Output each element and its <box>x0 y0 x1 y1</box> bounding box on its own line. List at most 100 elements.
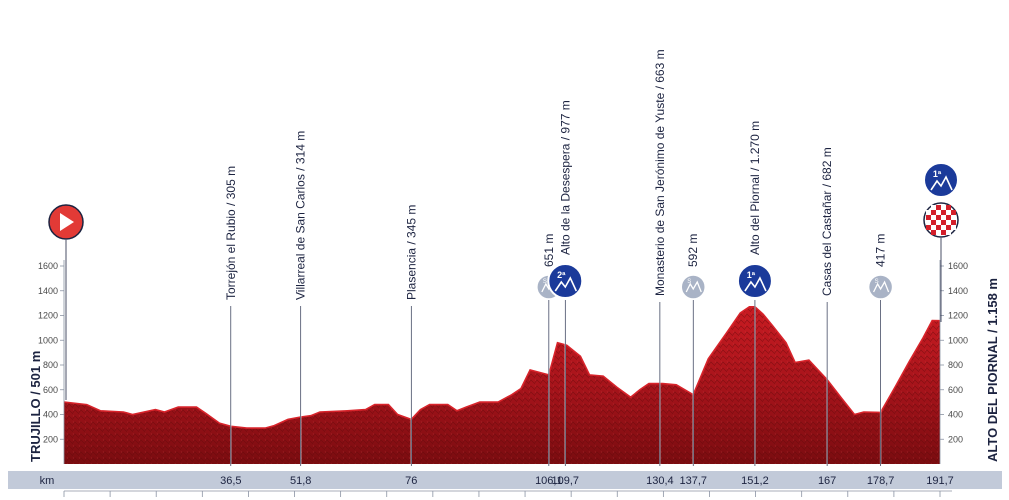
finish-mountain-icon <box>930 175 953 191</box>
checker-square <box>946 215 951 220</box>
checker-square <box>936 215 941 220</box>
checker-square <box>926 220 931 225</box>
profile-ridge-line <box>63 306 941 429</box>
finish-category-label: 1ª <box>933 169 942 179</box>
sprint-elevation-label: 417 m <box>874 234 888 267</box>
right-axis-tick-label: 200 <box>948 434 963 444</box>
km-tick-label: 76 <box>405 475 417 487</box>
km-axis-bar <box>8 471 1002 489</box>
km-tick-label: 130,4 <box>646 475 674 487</box>
waypoint-label: Monasterio de San Jerónimo de Yuste / 66… <box>653 49 667 296</box>
profile-texture <box>64 306 940 464</box>
checker-square <box>951 210 956 215</box>
right-axis-tick-label: 400 <box>948 410 963 420</box>
km-tick-label: 167 <box>818 475 836 487</box>
sprint-badge-mark: S <box>543 279 547 285</box>
left-axis-tick-label: 1000 <box>38 335 58 345</box>
waypoint-labels: Torrejón el Rubio / 305 m Villarreal de S… <box>224 49 888 300</box>
right-axis-tick-label: 1000 <box>948 335 968 345</box>
checker-square <box>941 215 946 220</box>
checker-square <box>936 210 941 215</box>
checker-square <box>951 220 956 225</box>
km-tick-label: 106,1 <box>535 475 563 487</box>
left-axis-tick-label: 400 <box>43 410 58 420</box>
km-axis-ticks <box>63 490 952 497</box>
sprint-elevation-label: 592 m <box>686 234 700 267</box>
checker-square <box>946 225 951 230</box>
checker-square <box>951 215 956 220</box>
km-tick-label: 36,5 <box>220 475 241 487</box>
checker-square <box>931 225 936 230</box>
left-axis-tick-label: 800 <box>43 360 58 370</box>
finish-climb-badge: 1ª <box>923 162 959 198</box>
km-tick-label: 51,8 <box>290 475 311 487</box>
right-axis-tick-label: 800 <box>948 360 963 370</box>
sprint-badge-mark: S <box>687 279 691 285</box>
checker-square <box>946 205 951 210</box>
checker-square <box>931 210 936 215</box>
waypoint-label: Torrejón el Rubio / 305 m <box>224 166 238 300</box>
checker-square <box>926 225 931 230</box>
checker-square <box>941 220 946 225</box>
right-elevation-axis: 200 400 600 800 1000 1200 1400 1600 <box>939 260 968 464</box>
climb-category-badge: 1ª <box>736 263 773 299</box>
km-tick-label: 151,2 <box>741 475 769 487</box>
climb-category-label: 2ª <box>557 270 566 280</box>
checker-square <box>926 215 931 220</box>
sprint-badge-circle <box>867 274 894 300</box>
start-side-label: TRUJILLO / 501 m <box>28 351 43 462</box>
checker-square <box>931 230 936 235</box>
right-axis-tick-label: 1400 <box>948 286 968 296</box>
right-axis-tick-label: 600 <box>948 385 963 395</box>
mountain-icon <box>744 276 767 292</box>
checker-square <box>931 205 936 210</box>
km-tick-label: 191,7 <box>926 475 954 487</box>
checker-square <box>941 225 946 230</box>
km-tick-label: 109,7 <box>552 475 580 487</box>
sprint-badge-mark: S <box>875 279 879 285</box>
right-axis-tick-label: 1600 <box>948 261 968 271</box>
checker-square <box>946 210 951 215</box>
checker-square <box>946 220 951 225</box>
sprint-mountain-icon <box>873 280 890 293</box>
sprint-mountain-icon <box>685 280 702 293</box>
right-axis-tick-label: 1200 <box>948 311 968 321</box>
km-tick-label: 137,7 <box>679 475 707 487</box>
waypoint-label: Villarreal de San Carlos / 314 m <box>294 131 308 300</box>
elevation-profile <box>63 306 941 464</box>
finish-side-label: ALTO DEL PIORNAL / 1.158 m <box>985 278 1000 462</box>
waypoint-label: Alto de la Desespera / 977 m <box>558 100 572 255</box>
mountain-icon <box>554 276 578 292</box>
waypoint-label: Casas del Castañar / 682 m <box>820 147 834 296</box>
checker-square <box>936 225 941 230</box>
left-axis-tick-label: 1200 <box>38 311 58 321</box>
checker-square <box>941 205 946 210</box>
checker-square <box>936 205 941 210</box>
waypoint-poles <box>230 300 882 466</box>
waypoint-label: Plasencia / 345 m <box>404 205 418 300</box>
left-axis-tick-label: 1400 <box>38 286 58 296</box>
km-tick-label: 178,7 <box>867 475 895 487</box>
climb-category-label: 1ª <box>747 270 756 280</box>
km-axis-label: km <box>40 475 55 487</box>
checker-square <box>941 230 946 235</box>
sprint-badge-icon: S <box>867 274 894 300</box>
checker-square <box>946 230 951 235</box>
waypoint-label: Alto del Piornal / 1.270 m <box>748 121 762 255</box>
checker-square <box>926 210 931 215</box>
left-elevation-axis: 200 400 600 800 1000 1200 1400 1600 <box>38 260 65 464</box>
left-axis-tick-label: 1600 <box>38 261 58 271</box>
checker-square <box>936 230 941 235</box>
waypoint-badges: S 2ª S 1ª S 1ª <box>536 162 959 300</box>
finish-checkered-flag-icon <box>923 202 959 238</box>
sprint-badge-circle <box>680 274 706 300</box>
checker-square <box>936 220 941 225</box>
left-axis-tick-label: 200 <box>43 434 58 444</box>
checker-square <box>931 215 936 220</box>
checker-square <box>941 210 946 215</box>
checker-square <box>931 220 936 225</box>
checker-square <box>951 225 956 230</box>
climb-category-badge: 2ª <box>547 263 584 299</box>
